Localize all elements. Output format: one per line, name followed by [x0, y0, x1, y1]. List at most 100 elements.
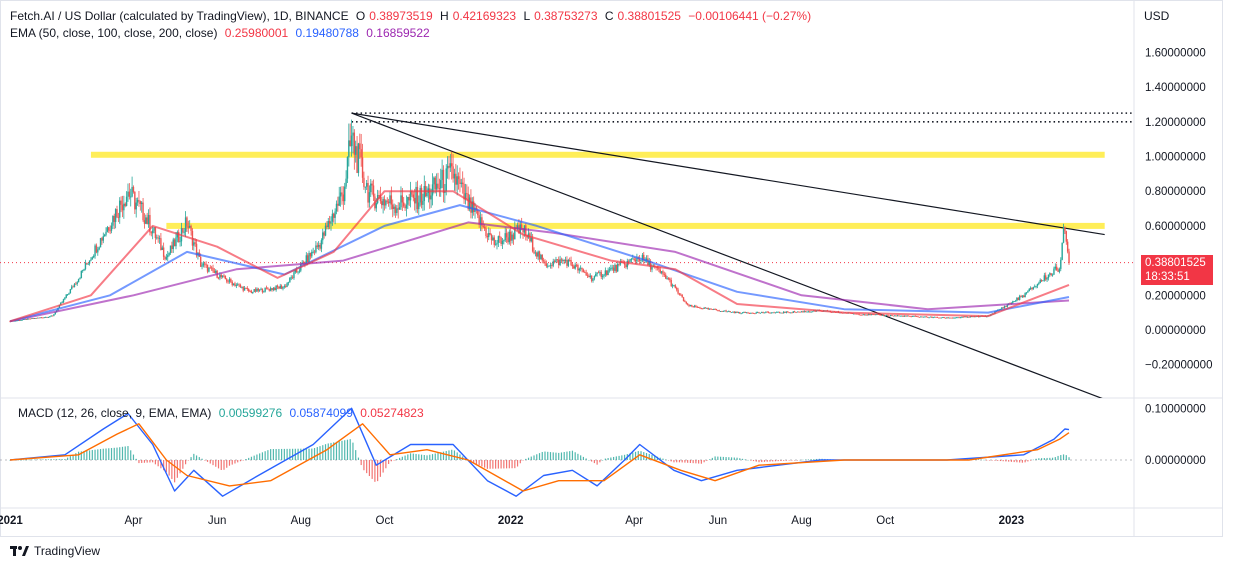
- candle-body: [330, 221, 332, 224]
- candle-body: [408, 197, 410, 201]
- candle-body: [1013, 300, 1015, 302]
- candle-body: [943, 317, 945, 318]
- candle-body: [553, 261, 556, 262]
- candle-body: [463, 184, 465, 200]
- candle-body: [666, 277, 668, 279]
- macd-histogram-bar: [741, 458, 744, 460]
- candle-body: [648, 261, 650, 265]
- macd-histogram-bar: [245, 458, 247, 460]
- candle-body: [29, 318, 32, 320]
- candle-body: [770, 312, 773, 314]
- ema-legend[interactable]: EMA (50, close, 100, close, 200, close) …: [10, 26, 434, 40]
- candle-body: [234, 283, 236, 286]
- candle-body: [279, 285, 281, 289]
- candle-body: [795, 312, 797, 314]
- candle-body: [337, 203, 339, 206]
- macd-histogram-bar: [401, 456, 403, 460]
- candle-body: [53, 314, 55, 316]
- candle-body: [477, 210, 479, 216]
- candle-body: [675, 287, 678, 290]
- candle-body: [916, 316, 918, 318]
- candle-body: [382, 199, 384, 206]
- candle-body: [802, 311, 804, 313]
- macd-histogram-bar: [1038, 458, 1040, 460]
- candle-body: [311, 251, 313, 257]
- candle-body: [677, 289, 679, 294]
- candle-body: [434, 177, 436, 190]
- candle-body: [789, 312, 792, 314]
- macd-histogram-bar: [53, 459, 55, 460]
- candle-body: [160, 238, 162, 251]
- candle-body: [235, 285, 238, 286]
- candle-body: [601, 276, 604, 277]
- candle-body: [217, 277, 220, 279]
- macd-histogram-bar: [23, 459, 25, 461]
- macd-histogram-bar: [805, 459, 807, 461]
- macd-histogram-bar: [20, 459, 22, 461]
- macd-histogram-bar: [602, 460, 604, 461]
- candle-body: [549, 265, 552, 267]
- candle-body: [401, 195, 404, 203]
- macd-histogram-bar: [714, 456, 716, 460]
- candle-body: [700, 308, 703, 310]
- candle-body: [564, 259, 567, 262]
- candle-body: [671, 285, 674, 287]
- candle-body: [940, 317, 943, 319]
- candle-body: [18, 320, 21, 322]
- macd-histogram-bar: [357, 457, 360, 460]
- tradingview-watermark[interactable]: TradingView: [10, 544, 100, 558]
- candle-body: [110, 225, 113, 231]
- candle-body: [868, 313, 870, 316]
- macd-histogram-bar: [226, 460, 228, 468]
- macd-histogram-bar: [991, 460, 993, 461]
- candle-body: [748, 312, 751, 314]
- time-axis-tick-label: Jun: [709, 515, 728, 527]
- macd-histogram-bar: [569, 451, 571, 460]
- candle-body: [125, 196, 128, 206]
- candle-body: [378, 195, 380, 196]
- candle-body: [209, 267, 211, 269]
- candle-body: [290, 277, 292, 279]
- macd-histogram-bar: [17, 459, 19, 461]
- candle-body: [773, 312, 775, 314]
- candle-body: [686, 303, 689, 305]
- symbol-legend[interactable]: Fetch.AI / US Dollar (calculated by Trad…: [10, 9, 812, 23]
- candle-body: [142, 202, 144, 221]
- candle-body: [114, 209, 117, 222]
- macd-histogram-bar: [50, 459, 52, 460]
- macd-histogram-bar: [163, 460, 165, 471]
- candle-body: [560, 259, 563, 261]
- candle-body: [574, 264, 576, 269]
- candle-body: [909, 316, 911, 317]
- candle-body: [1039, 279, 1041, 284]
- candle-body: [537, 251, 539, 257]
- macd-legend[interactable]: MACD (12, 26, close, 9, EMA, EMA) 0.0059…: [18, 406, 428, 420]
- candle-body: [800, 311, 803, 313]
- macd-histogram-bar: [676, 460, 678, 463]
- candle-body: [612, 267, 615, 271]
- macd-histogram-bar: [124, 446, 126, 460]
- macd-histogram-bar: [396, 459, 398, 460]
- time-axis-tick-label: Oct: [376, 515, 395, 527]
- macd-histogram-bar: [541, 451, 543, 460]
- macd-histogram-bar: [722, 456, 724, 460]
- macd-histogram-bar: [72, 454, 74, 460]
- macd-histogram-bar: [481, 460, 483, 467]
- macd-histogram-bar: [341, 440, 343, 460]
- candle-body: [673, 285, 675, 287]
- candle-body: [1024, 293, 1026, 298]
- macd-histogram-bar: [174, 460, 176, 483]
- macd-histogram-bar: [270, 449, 272, 460]
- macd-histogram-bar: [706, 460, 708, 461]
- macd-histogram-bar: [330, 442, 332, 460]
- macd-histogram-bar: [451, 449, 453, 460]
- candle-body: [390, 195, 393, 205]
- candle-body: [412, 194, 415, 198]
- macd-histogram-bar: [198, 457, 200, 460]
- macd-histogram-bar: [977, 459, 980, 460]
- candle-body: [381, 201, 383, 206]
- candle-body: [212, 267, 214, 272]
- candle-body: [756, 312, 759, 314]
- candle-body: [544, 261, 546, 264]
